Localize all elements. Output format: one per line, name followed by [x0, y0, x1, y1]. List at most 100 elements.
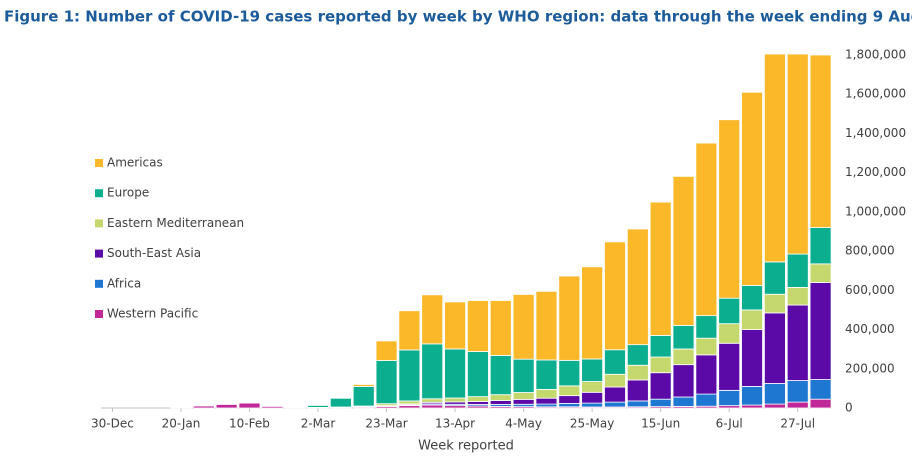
bar-segment — [695, 354, 718, 395]
bar-segment — [741, 329, 763, 387]
x-tick-label: 15-Jun — [641, 417, 680, 431]
legend-label: Europe — [107, 186, 149, 200]
bar-segment — [581, 358, 604, 382]
bar-segment — [398, 310, 421, 351]
bar-segment — [421, 404, 444, 409]
bar-segment — [649, 372, 672, 400]
bar-segment — [604, 401, 626, 408]
bar-segment — [489, 400, 512, 405]
legend-swatch — [95, 249, 103, 258]
y-tick-label: 1,800,000 — [845, 48, 906, 62]
bar-segment — [695, 393, 718, 407]
chart-title: Figure 1: Number of COVID-19 cases repor… — [4, 8, 912, 26]
bar-segment — [718, 342, 741, 391]
bar-segment — [375, 340, 398, 361]
bar-segment — [261, 406, 284, 409]
bar-segment — [558, 395, 581, 404]
bar-segment — [809, 398, 832, 409]
bar-segment — [741, 285, 763, 311]
bar-segment — [535, 388, 558, 399]
bar-segment — [444, 348, 466, 399]
bar-segment — [626, 379, 649, 402]
x-tick-label: 23-Mar — [365, 417, 407, 431]
bar-segment — [626, 228, 649, 346]
bar-segment — [741, 386, 763, 406]
x-tick-label: 30-Dec — [91, 417, 134, 431]
bar-segment — [421, 343, 444, 400]
bar-segment — [467, 396, 489, 402]
bar-segment — [581, 266, 604, 360]
legend-label: Africa — [107, 276, 141, 290]
bar-segment — [695, 337, 718, 356]
y-tick-label: 1,200,000 — [845, 165, 906, 179]
y-tick-label: 0 — [845, 401, 853, 415]
legend-swatch — [95, 189, 103, 198]
bar-segment — [786, 253, 809, 288]
bar-segment — [581, 381, 604, 393]
bar-segment — [809, 379, 832, 400]
legend-swatch — [95, 310, 103, 318]
bar-segment — [672, 325, 695, 350]
bar-segment — [626, 364, 649, 381]
legend-label: Eastern Mediterranean — [107, 216, 244, 230]
bar-segment — [741, 309, 763, 330]
bar-segment — [763, 261, 786, 295]
bar-segment — [421, 398, 444, 403]
bar-segment — [329, 397, 352, 408]
legend-swatch — [95, 279, 103, 288]
bar-segment — [809, 54, 832, 228]
bar-segment — [512, 358, 535, 393]
x-tick-label: 4-May — [505, 417, 542, 431]
bar-segment — [763, 312, 786, 384]
bar-segment — [512, 398, 535, 405]
bar-segment — [604, 349, 626, 375]
bar-segment — [809, 282, 832, 380]
x-tick-label: 6-Jul — [716, 417, 743, 431]
bar-segment — [192, 405, 215, 409]
x-tick-label: 27-Jul — [780, 417, 815, 431]
y-tick-label: 800,000 — [845, 244, 895, 258]
y-tick-label: 1,400,000 — [845, 126, 906, 140]
bar-segment — [512, 294, 535, 360]
bar-segment — [763, 293, 786, 314]
bar-segment — [489, 394, 512, 401]
bar-segment — [718, 389, 741, 407]
bar-segment — [649, 335, 672, 358]
bar-segment — [512, 392, 535, 400]
bar-segment — [672, 396, 695, 407]
bar-segment — [558, 275, 581, 361]
bar-segment — [763, 53, 786, 263]
bar-segment — [421, 294, 444, 345]
bar-segment — [809, 263, 832, 283]
bar-segment — [672, 348, 695, 366]
x-tick-label: 13-Apr — [435, 417, 475, 431]
bar-segment — [786, 401, 809, 409]
bar-segment — [467, 401, 489, 405]
bar-segment — [604, 373, 626, 388]
bar-segment — [763, 383, 786, 405]
bar-segment — [649, 201, 672, 336]
bar-segment — [695, 315, 718, 339]
bar-segment — [809, 227, 832, 265]
bar-segment — [741, 404, 763, 409]
x-tick-label: 2-Mar — [301, 417, 336, 431]
bar-segment — [718, 119, 741, 299]
bar-segment — [352, 386, 375, 407]
y-tick-label: 1,000,000 — [845, 204, 906, 218]
bar-segment — [718, 323, 741, 344]
bar-segment — [604, 386, 626, 403]
bar-segment — [535, 290, 558, 361]
bar-segment — [786, 53, 809, 255]
bar-segment — [786, 304, 809, 381]
bar-segment — [215, 404, 238, 409]
legend-swatch — [95, 219, 103, 228]
x-tick-label: 10-Feb — [229, 417, 270, 431]
bar-segment — [649, 356, 672, 374]
bar-segment — [581, 391, 604, 404]
bar-segment — [444, 301, 466, 350]
legend-swatch — [95, 159, 103, 167]
y-tick-label: 400,000 — [845, 322, 895, 336]
bar-segment — [786, 286, 809, 306]
legend-label: Americas — [107, 156, 163, 170]
